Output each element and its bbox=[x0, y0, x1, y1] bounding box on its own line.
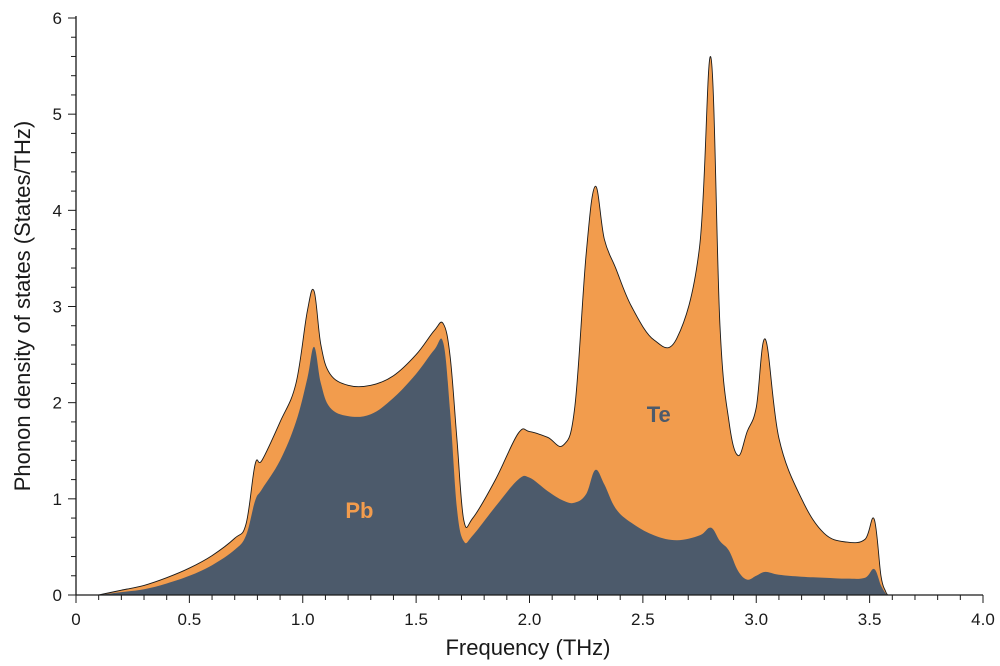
ticks: 0 0.5 1.0 1.5 2.0 2.5 3.0 3.5 4.0 0 1 2 3 4 5 6 bbox=[53, 9, 995, 629]
x-tick-label: 1.0 bbox=[291, 610, 315, 629]
x-tick-label: 0.5 bbox=[178, 610, 202, 629]
y-tick-label: 3 bbox=[53, 298, 62, 317]
x-tick-label: 3.0 bbox=[744, 610, 768, 629]
y-tick-label: 0 bbox=[53, 586, 62, 605]
y-tick-label: 5 bbox=[53, 105, 62, 124]
x-axis-label: Frequency (THz) bbox=[445, 635, 610, 660]
series-label-pb: Pb bbox=[345, 498, 373, 523]
y-tick-label: 4 bbox=[53, 201, 62, 220]
x-tick-label: 2.0 bbox=[518, 610, 542, 629]
y-axis-label: Phonon density of states (States/THz) bbox=[10, 121, 35, 492]
x-tick-label: 2.5 bbox=[631, 610, 655, 629]
y-tick-label: 2 bbox=[53, 394, 62, 413]
y-tick-label: 1 bbox=[53, 490, 62, 509]
series-label-te: Te bbox=[647, 402, 671, 427]
x-tick-label: 3.5 bbox=[858, 610, 882, 629]
x-tick-label: 1.5 bbox=[404, 610, 428, 629]
x-tick-label: 0 bbox=[71, 610, 80, 629]
x-tick-label: 4.0 bbox=[971, 610, 995, 629]
plot-areas bbox=[98, 56, 889, 596]
series-area-pb bbox=[98, 338, 888, 595]
annotations: Pb Te bbox=[345, 402, 670, 523]
y-tick-label: 6 bbox=[53, 9, 62, 28]
